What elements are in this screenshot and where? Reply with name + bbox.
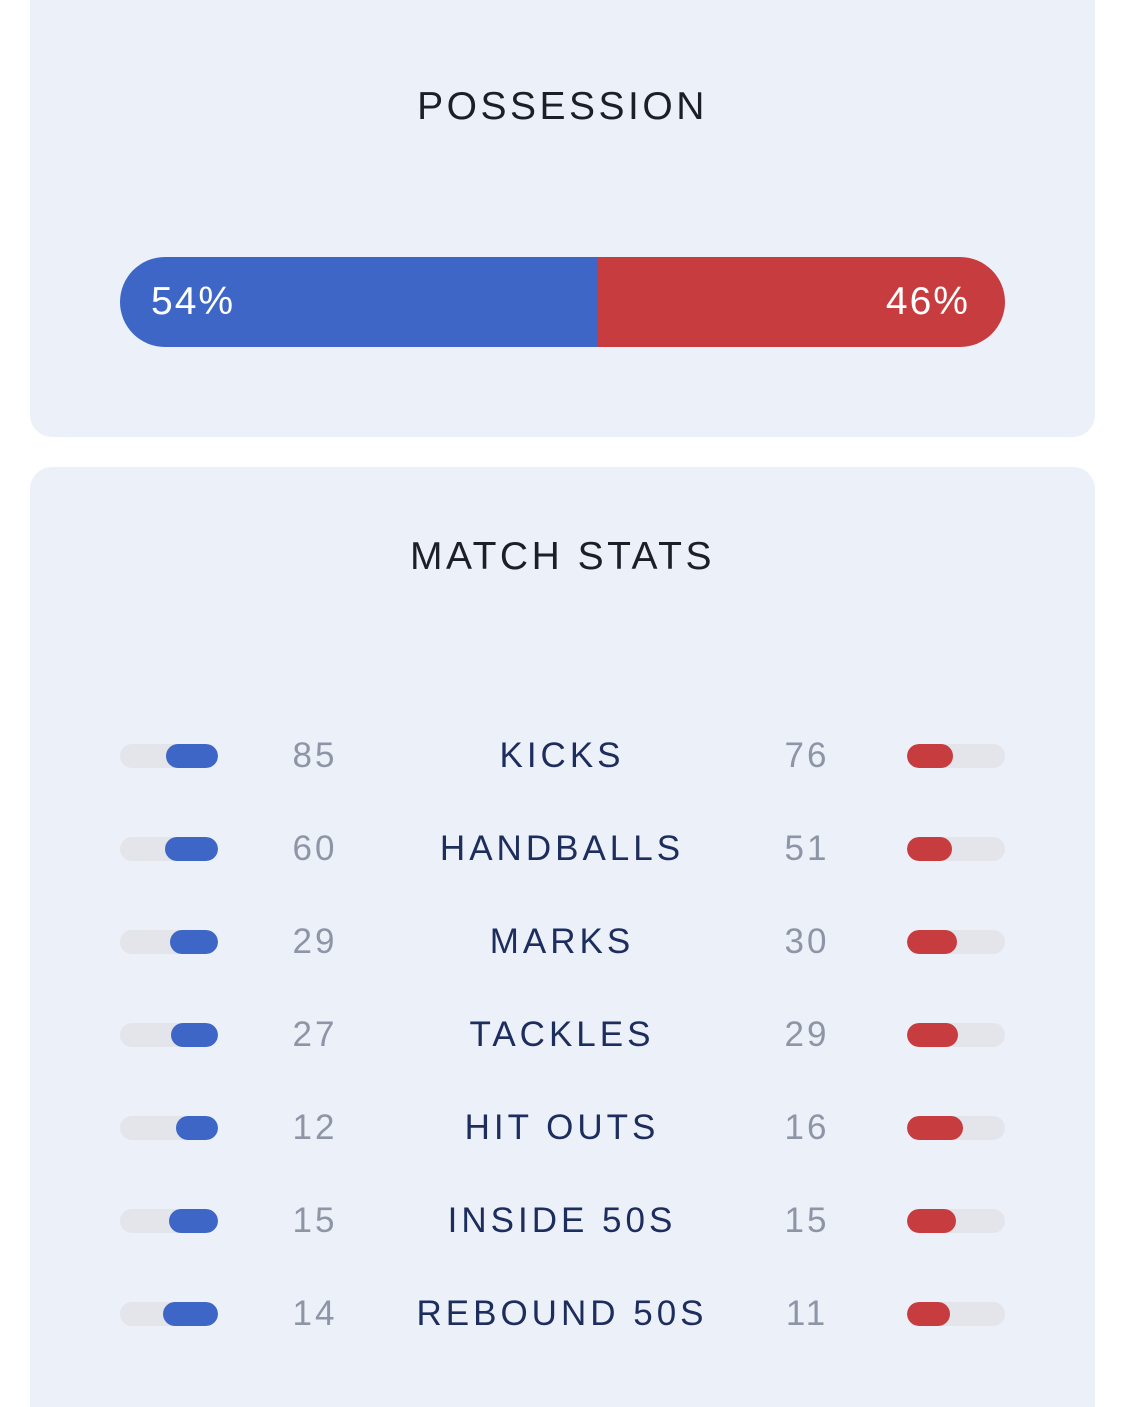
away-value: 76 (784, 736, 830, 775)
away-value: 51 (784, 829, 830, 868)
home-fill (163, 1302, 218, 1326)
home-fill (171, 1023, 218, 1047)
home-fill (166, 744, 218, 768)
home-fill (176, 1116, 218, 1140)
away-value: 15 (784, 1201, 830, 1240)
home-track (120, 744, 218, 768)
away-track (907, 837, 1005, 861)
possession-away-segment: 46% (597, 257, 1005, 347)
home-track (120, 930, 218, 954)
home-track (120, 1209, 218, 1233)
away-track (907, 1209, 1005, 1233)
stat-row-marks: 29 MARKS 30 (30, 921, 1095, 961)
away-fill (907, 744, 953, 768)
away-fill (907, 1302, 950, 1326)
possession-title: POSSESSION (417, 85, 708, 128)
stat-label: KICKS (499, 736, 625, 775)
possession-card: POSSESSION 54% 46% (30, 0, 1095, 437)
away-track (907, 744, 1005, 768)
possession-away-label: 46% (885, 280, 970, 323)
stat-label: REBOUND 50S (416, 1294, 708, 1333)
home-value: 14 (292, 1294, 338, 1333)
home-track (120, 1116, 218, 1140)
away-fill (907, 837, 952, 861)
home-track (120, 1302, 218, 1326)
home-value: 12 (292, 1108, 338, 1147)
home-track (120, 837, 218, 861)
away-track (907, 1116, 1005, 1140)
away-value: 29 (784, 1015, 830, 1054)
match-stats-card: MATCH STATS 85 KICKS 76 60 HANDBALLS 51 … (30, 467, 1095, 1407)
away-value: 30 (784, 922, 830, 961)
away-track (907, 930, 1005, 954)
stat-label: TACKLES (469, 1015, 655, 1054)
stat-row-tackles: 27 TACKLES 29 (30, 1014, 1095, 1054)
away-value: 11 (785, 1294, 829, 1333)
possession-home-segment: 54% (120, 257, 598, 347)
home-fill (165, 837, 218, 861)
stat-row-hit-outs: 12 HIT OUTS 16 (30, 1107, 1095, 1147)
away-fill (907, 1209, 956, 1233)
stat-row-kicks: 85 KICKS 76 (30, 735, 1095, 775)
stat-row-rebound-50s: 14 REBOUND 50S 11 (30, 1293, 1095, 1333)
home-value: 27 (292, 1015, 338, 1054)
possession-bar: 54% 46% (120, 257, 1005, 347)
home-value: 15 (292, 1201, 338, 1240)
home-track (120, 1023, 218, 1047)
away-value: 16 (784, 1108, 830, 1147)
away-fill (907, 930, 957, 954)
away-track (907, 1023, 1005, 1047)
stat-label: HANDBALLS (439, 829, 685, 868)
stat-label: INSIDE 50S (447, 1201, 677, 1240)
stat-row-handballs: 60 HANDBALLS 51 (30, 828, 1095, 868)
stat-row-inside-50s: 15 INSIDE 50S 15 (30, 1200, 1095, 1240)
home-value: 85 (292, 736, 338, 775)
home-fill (170, 930, 218, 954)
away-track (907, 1302, 1005, 1326)
home-value: 29 (292, 922, 338, 961)
away-fill (907, 1116, 963, 1140)
match-stats-title: MATCH STATS (410, 535, 715, 578)
stat-label: MARKS (489, 922, 635, 961)
away-fill (907, 1023, 958, 1047)
home-fill (169, 1209, 218, 1233)
home-value: 60 (292, 829, 338, 868)
possession-home-label: 54% (151, 280, 236, 323)
stat-label: HIT OUTS (464, 1108, 660, 1147)
